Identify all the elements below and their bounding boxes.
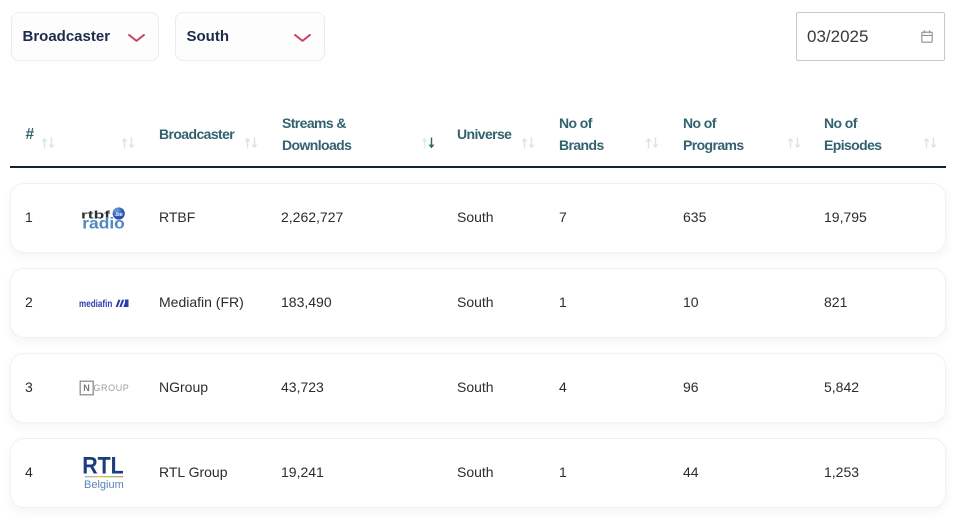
svg-text:.be: .be xyxy=(115,212,124,218)
svg-text:rtbf: rtbf xyxy=(81,209,111,221)
svg-text:N: N xyxy=(83,383,90,393)
svg-text:radio: radio xyxy=(82,215,125,230)
svg-text:mediafin: mediafin xyxy=(79,299,112,309)
svg-text:Belgium: Belgium xyxy=(84,479,124,491)
svg-text:GROUP: GROUP xyxy=(93,383,128,393)
svg-text:RTL: RTL xyxy=(82,456,124,480)
